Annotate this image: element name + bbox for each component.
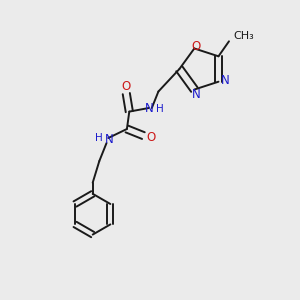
Text: H: H bbox=[156, 104, 164, 114]
Text: H: H bbox=[95, 133, 103, 143]
Text: O: O bbox=[121, 80, 130, 93]
Text: CH₃: CH₃ bbox=[233, 31, 254, 41]
Text: N: N bbox=[192, 88, 201, 101]
Text: N: N bbox=[221, 74, 230, 87]
Text: N: N bbox=[145, 101, 154, 115]
Text: O: O bbox=[146, 131, 155, 144]
Text: O: O bbox=[191, 40, 200, 53]
Text: N: N bbox=[104, 133, 113, 146]
